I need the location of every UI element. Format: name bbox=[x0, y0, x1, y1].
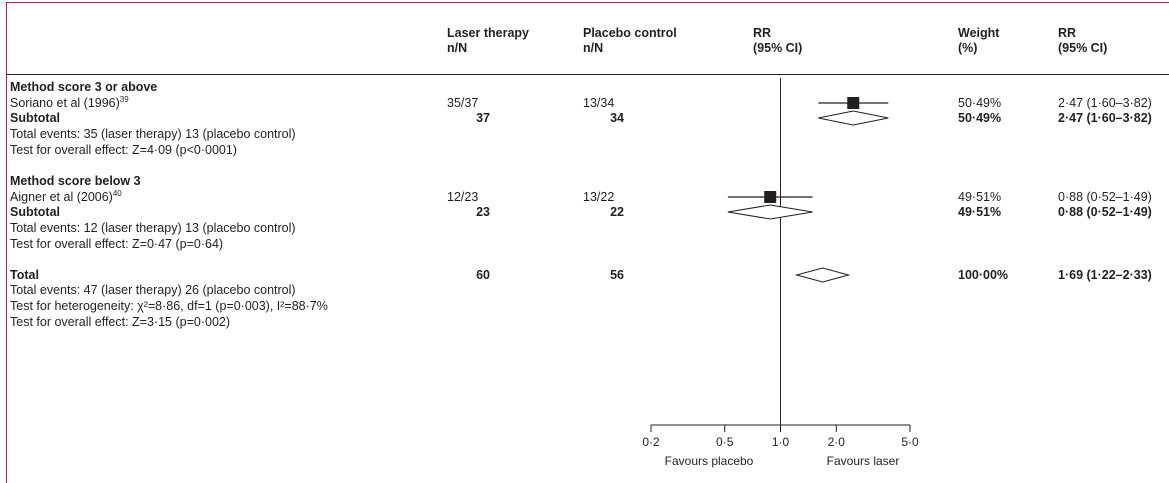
study-laser-events: 12/23 bbox=[447, 190, 479, 204]
study-laser-events: 35/37 bbox=[447, 96, 479, 110]
study-name: Aigner et al (2006)40 bbox=[10, 188, 122, 205]
study-name-text: Soriano et al (1996) bbox=[10, 96, 120, 110]
subtotal-laser-n: 23 bbox=[476, 205, 490, 219]
group-note: Total events: 12 (laser therapy) 13 (pla… bbox=[10, 221, 296, 235]
header-weight-title: Weight bbox=[958, 26, 1000, 40]
subtotal-rr: 0·88 (0·52–1·49) bbox=[1058, 205, 1152, 219]
total-rr: 1·69 (1·22–2·33) bbox=[1058, 268, 1152, 282]
x-tick-label: 0·2 bbox=[642, 435, 660, 449]
x-tick-label: 2·0 bbox=[828, 435, 846, 449]
study-point-estimate bbox=[764, 191, 777, 203]
header-laser-sub: n/N bbox=[447, 41, 468, 55]
header-weight-sub: (%) bbox=[958, 41, 978, 55]
header-placebo: Placebo control n/N bbox=[583, 26, 677, 56]
subtotal-placebo-n: 22 bbox=[610, 205, 624, 219]
total-placebo-n: 56 bbox=[610, 268, 624, 282]
header-rr-plot-title: RR bbox=[753, 26, 772, 40]
study-reference: 39 bbox=[119, 94, 129, 104]
total-note: Test for overall effect: Z=3·15 (p=0·002… bbox=[10, 315, 231, 329]
group-note: Test for overall effect: Z=4·09 (p<0·000… bbox=[10, 143, 237, 157]
total-note: Test for heterogeneity: χ²=8·86, df=1 (p… bbox=[10, 299, 328, 313]
group-note: Total events: 35 (laser therapy) 13 (pla… bbox=[10, 127, 296, 141]
subtotal-laser-n: 37 bbox=[476, 111, 490, 125]
header-laser-title: Laser therapy bbox=[447, 26, 529, 40]
total-laser-n: 60 bbox=[476, 268, 490, 282]
x-tick-label: 1·0 bbox=[772, 435, 790, 449]
study-point-estimate bbox=[847, 97, 860, 109]
total-note: Total events: 47 (laser therapy) 26 (pla… bbox=[10, 283, 296, 297]
group-title: Method score 3 or above bbox=[10, 80, 158, 94]
subtotal-weight: 49·51% bbox=[958, 205, 1002, 219]
header-divider bbox=[7, 74, 1169, 75]
total-diamond bbox=[794, 267, 851, 283]
subtotal-label: Subtotal bbox=[10, 111, 60, 125]
subtotal-placebo-n: 34 bbox=[610, 111, 624, 125]
group-title: Method score below 3 bbox=[10, 174, 141, 188]
header-placebo-title: Placebo control bbox=[583, 26, 677, 40]
study-name-text: Aigner et al (2006) bbox=[10, 190, 113, 204]
study-weight: 50·49% bbox=[958, 96, 1002, 110]
x-tick-label: 5·0 bbox=[901, 435, 919, 449]
study-rr: 0·88 (0·52–1·49) bbox=[1058, 190, 1152, 204]
header-rr-plot: RR (95% CI) bbox=[753, 26, 802, 56]
header-rr-text-title: RR bbox=[1058, 26, 1077, 40]
subtotal-label: Subtotal bbox=[10, 205, 60, 219]
study-placebo-events: 13/22 bbox=[583, 190, 615, 204]
study-name: Soriano et al (1996)39 bbox=[10, 94, 129, 111]
header-rr-plot-sub: (95% CI) bbox=[753, 41, 803, 55]
figure-frame-top bbox=[6, 2, 1169, 3]
header-placebo-sub: n/N bbox=[583, 41, 604, 55]
total-weight: 100·00% bbox=[958, 268, 1009, 282]
study-rr: 2·47 (1·60–3·82) bbox=[1058, 96, 1152, 110]
subtotal-weight: 50·49% bbox=[958, 111, 1002, 125]
favours-placebo-label: Favours placebo bbox=[665, 454, 754, 468]
header-laser: Laser therapy n/N bbox=[447, 26, 529, 56]
favours-laser-label: Favours laser bbox=[827, 454, 900, 468]
header-weight: Weight (%) bbox=[958, 26, 999, 56]
subtotal-diamond bbox=[727, 204, 813, 220]
subtotal-rr: 2·47 (1·60–3·82) bbox=[1058, 111, 1152, 125]
figure-frame-left bbox=[6, 2, 7, 483]
study-placebo-events: 13/34 bbox=[583, 96, 615, 110]
subtotal-diamond bbox=[818, 110, 889, 126]
header-rr-text: RR (95% CI) bbox=[1058, 26, 1107, 56]
header-rr-text-sub: (95% CI) bbox=[1058, 41, 1108, 55]
study-reference: 40 bbox=[112, 188, 122, 198]
study-weight: 49·51% bbox=[958, 190, 1002, 204]
x-tick-label: 0·5 bbox=[716, 435, 734, 449]
total-label: Total bbox=[10, 268, 39, 282]
group-note: Test for overall effect: Z=0·47 (p=0·64) bbox=[10, 237, 224, 251]
